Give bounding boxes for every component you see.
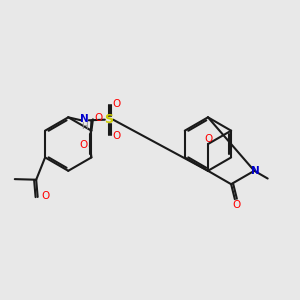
Text: O: O [112,131,121,141]
Text: O: O [112,99,121,109]
Text: S: S [104,113,113,126]
Text: O: O [80,140,88,150]
Text: N: N [80,114,89,124]
Text: O: O [232,200,240,210]
Text: N: N [250,167,259,176]
Text: O: O [42,191,50,201]
Text: O: O [95,113,103,123]
Text: H: H [81,122,88,131]
Text: O: O [204,134,213,144]
